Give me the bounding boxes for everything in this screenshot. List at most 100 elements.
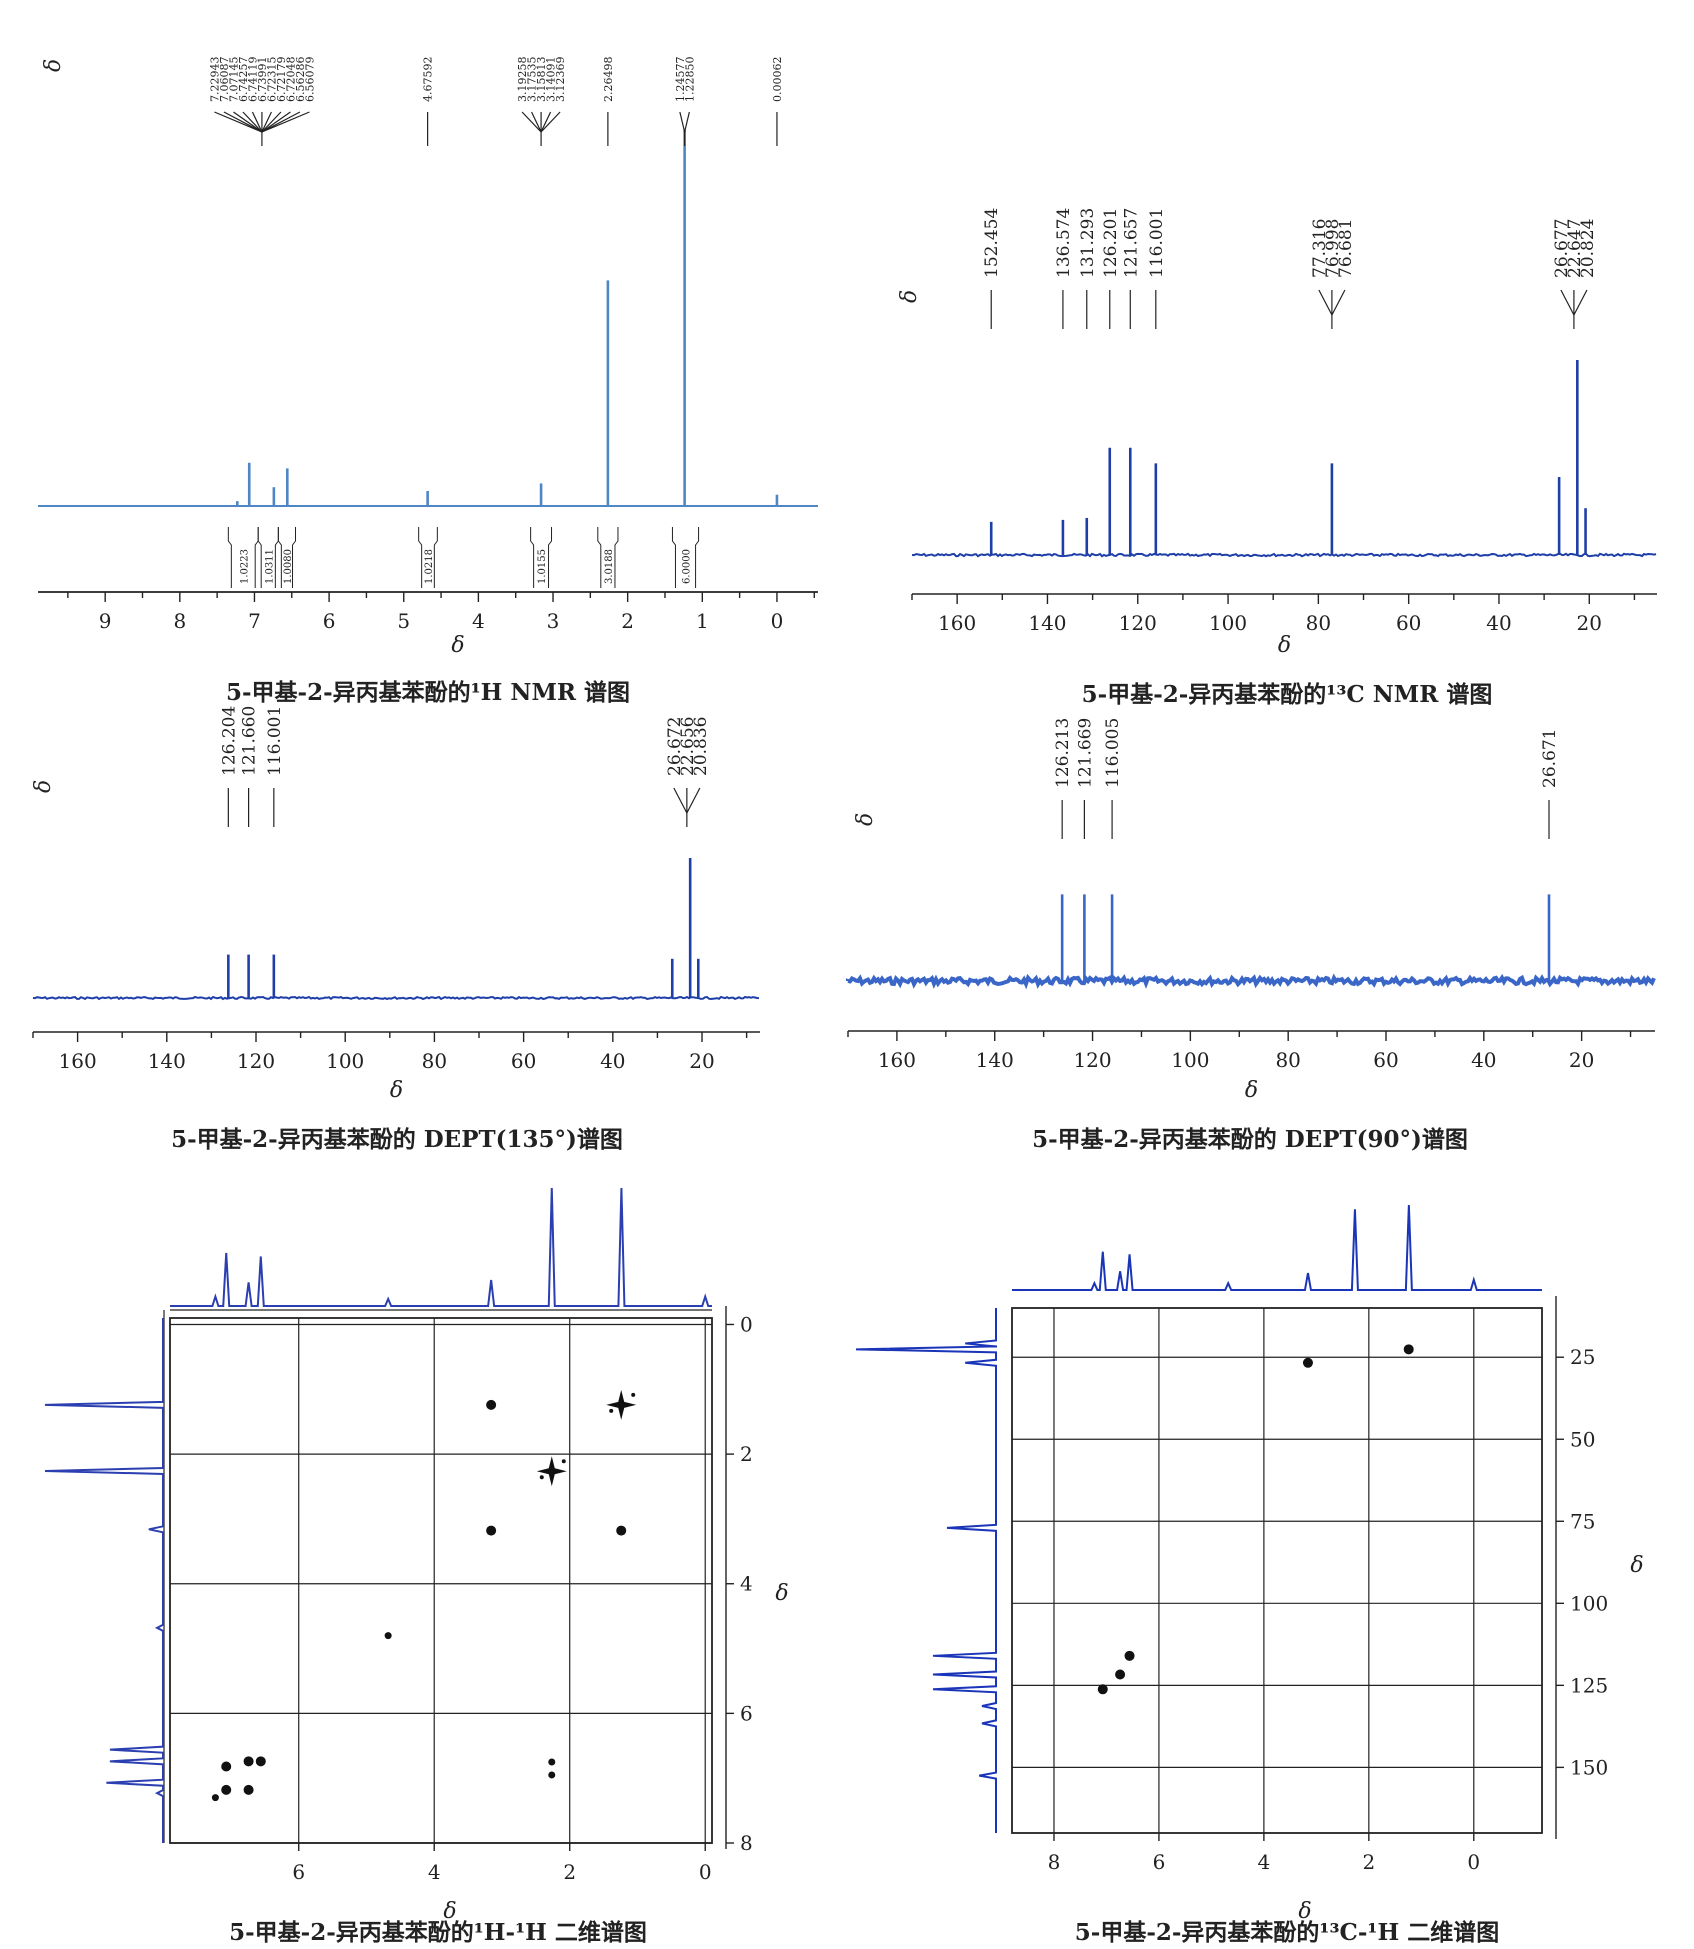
peak-label: 1.24577 (674, 57, 687, 103)
cross-peak (211, 1794, 219, 1802)
peak-label: 126.201 (1101, 208, 1121, 278)
integral-value: 3.0188 (604, 549, 615, 584)
y-tick-label: 6 (740, 1701, 753, 1725)
x-tick-label: 8 (1048, 1850, 1061, 1874)
peak-label-connector (1573, 289, 1588, 316)
integral-value: 1.0218 (424, 549, 435, 584)
peak-label: 6.74257 (237, 57, 250, 103)
peak-label: 26.671 (1540, 729, 1560, 788)
peak-label: 7.22943 (208, 57, 221, 103)
x-tick-label: 80 (1275, 1048, 1300, 1072)
dept90-panel: 126.213 121.669 116.005 26.671 160 140 120 100 8… (846, 718, 1656, 1153)
cross-peak (1097, 1684, 1108, 1695)
peak-label-connector (261, 111, 291, 133)
peak-label: 77.316 (1310, 219, 1330, 278)
x-tick-label: 0 (771, 609, 784, 633)
delta-marker: δ (41, 59, 66, 72)
y-tick-label: 8 (740, 1831, 753, 1855)
cross-peak (561, 1459, 566, 1464)
peak-label: 126.204 (219, 706, 239, 776)
peak-label: 3.15813 (535, 57, 548, 103)
x-tick-label: 120 (237, 1049, 275, 1073)
x-axis-label: δ (1298, 1899, 1311, 1924)
integral-bracket (418, 527, 438, 588)
y-axis-label: δ (1630, 1553, 1643, 1578)
integral-value: 1.0223 (239, 549, 250, 584)
cross-peak (1115, 1669, 1126, 1680)
spectrum-baseline (32, 995, 760, 1001)
peak-label: 6.72315 (265, 57, 278, 103)
x-tick-label: 120 (1073, 1048, 1111, 1072)
cross-peak (255, 1756, 266, 1767)
x-tick-label: 60 (1396, 611, 1421, 635)
cross-peak (606, 1389, 637, 1420)
integral-bracket (671, 527, 700, 588)
x-tick-label: 4 (472, 609, 485, 633)
cross-peak (548, 1758, 556, 1766)
integral-value: 1.0080 (283, 549, 294, 584)
delta-marker: δ (31, 780, 56, 793)
top-projection-spectrum (170, 1187, 712, 1307)
peak-label-connector (242, 111, 263, 133)
peak-label-connector (233, 111, 263, 133)
peak-label-connector (521, 111, 542, 133)
peak-label-connector (531, 111, 542, 133)
x-tick-label: 100 (1171, 1048, 1209, 1072)
chart-title: 5-甲基-2-异丙基苯酚的 DEPT(90°)谱图 (1032, 1126, 1468, 1153)
left-projection-spectrum (855, 1308, 997, 1833)
integral-bracket (277, 527, 297, 588)
peak-label: 2.26498 (602, 57, 615, 103)
h1-nmr-panel: 7.229437.060877.071456.742576.741196.739… (38, 57, 818, 706)
peak-label: 121.660 (240, 706, 260, 776)
x-tick-label: 80 (1306, 611, 1331, 635)
x-tick-label: 160 (878, 1048, 916, 1072)
x-axis-label: δ (1245, 1078, 1258, 1103)
peak-label: 116.001 (265, 706, 285, 776)
chart-title: 5-甲基-2-异丙基苯酚的¹³C-¹H 二维谱图 (1075, 1919, 1499, 1946)
x-tick-label: 20 (1569, 1048, 1594, 1072)
x-tick-label: 140 (976, 1048, 1014, 1072)
peak-label: 121.669 (1075, 718, 1095, 788)
x-tick-label: 6 (292, 1860, 305, 1884)
y-tick-label: 150 (1570, 1755, 1608, 1779)
x-tick-label: 20 (689, 1049, 714, 1073)
peak-label: 7.06087 (218, 57, 231, 103)
plot-frame (1011, 1307, 1543, 1834)
y-tick-label: 100 (1570, 1591, 1608, 1615)
x-tick-label: 5 (397, 609, 410, 633)
x-tick-label: 7 (248, 609, 261, 633)
x-tick-label: 4 (1258, 1850, 1271, 1874)
cross-peak (243, 1756, 254, 1767)
x-tick-label: 40 (1471, 1048, 1496, 1072)
cross-peak (539, 1475, 544, 1480)
peak-label: 6.72048 (284, 57, 297, 103)
peak-label: 7.07145 (227, 57, 240, 103)
x-tick-label: 2 (1362, 1850, 1375, 1874)
x-tick-label: 4 (428, 1860, 441, 1884)
x-tick-label: 40 (1486, 611, 1511, 635)
y-axis-label: δ (775, 1581, 788, 1606)
spectrum-baseline (846, 973, 1656, 990)
peak-label: 26.672 (665, 717, 685, 776)
integral-value: 1.0155 (537, 549, 548, 584)
x-tick-label: 3 (547, 609, 560, 633)
y-tick-label: 4 (740, 1572, 753, 1596)
peak-label: 6.72179 (275, 57, 288, 103)
peak-label: 3.12369 (554, 57, 567, 103)
x-axis-label: δ (443, 1899, 456, 1924)
delta-marker: δ (853, 813, 878, 826)
peak-label-connector (684, 111, 690, 133)
cross-peak (1124, 1650, 1135, 1661)
peak-label-connector (261, 111, 272, 133)
chart-title: 5-甲基-2-异丙基苯酚的 DEPT(135°)谱图 (171, 1126, 623, 1153)
peak-label-connector (1318, 289, 1333, 316)
chart-title: 5-甲基-2-异丙基苯酚的¹H NMR 谱图 (226, 679, 630, 706)
cross-peak (548, 1771, 556, 1779)
peak-label: 26.677 (1552, 219, 1572, 278)
peak-label-connector (673, 787, 688, 814)
peak-label: 6.74119 (246, 57, 259, 103)
x-tick-label: 100 (1209, 611, 1247, 635)
peak-label-connector (214, 111, 263, 133)
